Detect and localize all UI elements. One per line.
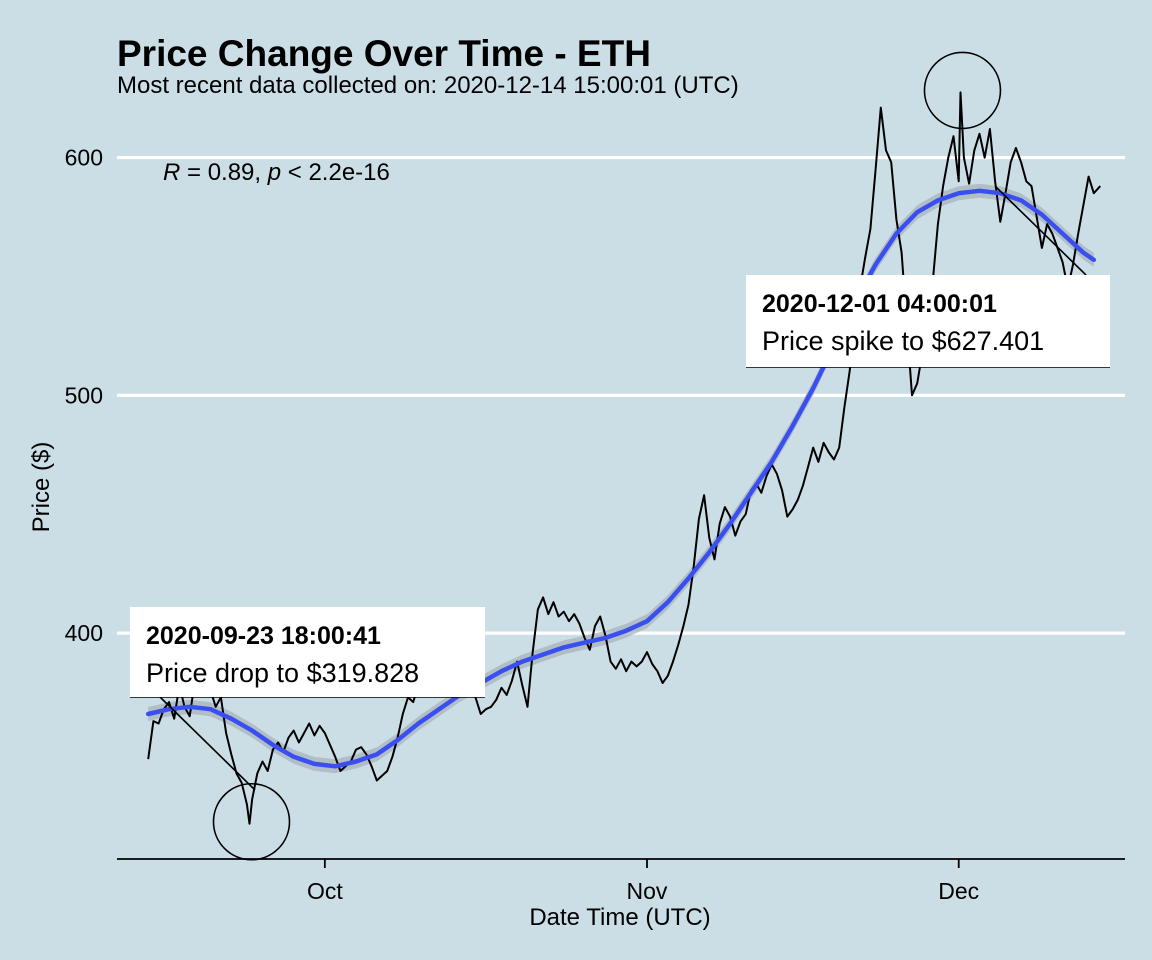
callout-leader-spike — [995, 186, 1087, 276]
callout-text-spike: Price spike to $627.401 — [762, 326, 1044, 356]
price-line — [147, 91, 1102, 825]
r-symbol: R — [163, 159, 180, 186]
y-tick-label-600: 600 — [65, 145, 103, 171]
callout-circle-spike — [923, 51, 1002, 130]
x-axis-ticks: Oct Nov Dec — [307, 859, 979, 904]
callout-leader-drop — [159, 696, 256, 791]
callout-text-drop: Price drop to $319.828 — [146, 658, 419, 688]
p-symbol: p — [267, 159, 281, 186]
y-axis-label: Price ($) — [28, 442, 55, 533]
callout-title-drop: 2020-09-23 18:00:41 — [146, 622, 381, 650]
chart-title: Price Change Over Time - ETH — [117, 33, 651, 74]
x-tick-label-dec: Dec — [938, 878, 979, 904]
smooth-trend-line — [145, 188, 1097, 769]
callout-title-spike: 2020-12-01 04:00:01 — [762, 290, 997, 318]
callout-box-spike — [746, 275, 1110, 367]
correlation-stat: R = 0.89, p < 2.2e-16 — [163, 159, 390, 186]
r-value: = 0.89, — [180, 159, 267, 186]
p-value: < 2.2e-16 — [281, 159, 390, 186]
series-lines — [145, 91, 1102, 825]
chart-subtitle: Most recent data collected on: 2020-12-1… — [117, 72, 739, 99]
y-tick-label-400: 400 — [65, 620, 103, 646]
x-axis-label: Date Time (UTC) — [529, 904, 710, 931]
annotation-callouts: 2020-09-23 18:00:41 Price drop to $319.82… — [130, 51, 1110, 861]
y-axis-ticks: 400 500 600 — [65, 145, 103, 647]
callout-box-drop — [130, 607, 485, 697]
x-tick-label-oct: Oct — [307, 878, 343, 904]
x-tick-label-nov: Nov — [627, 878, 668, 904]
y-tick-label-500: 500 — [65, 382, 103, 408]
